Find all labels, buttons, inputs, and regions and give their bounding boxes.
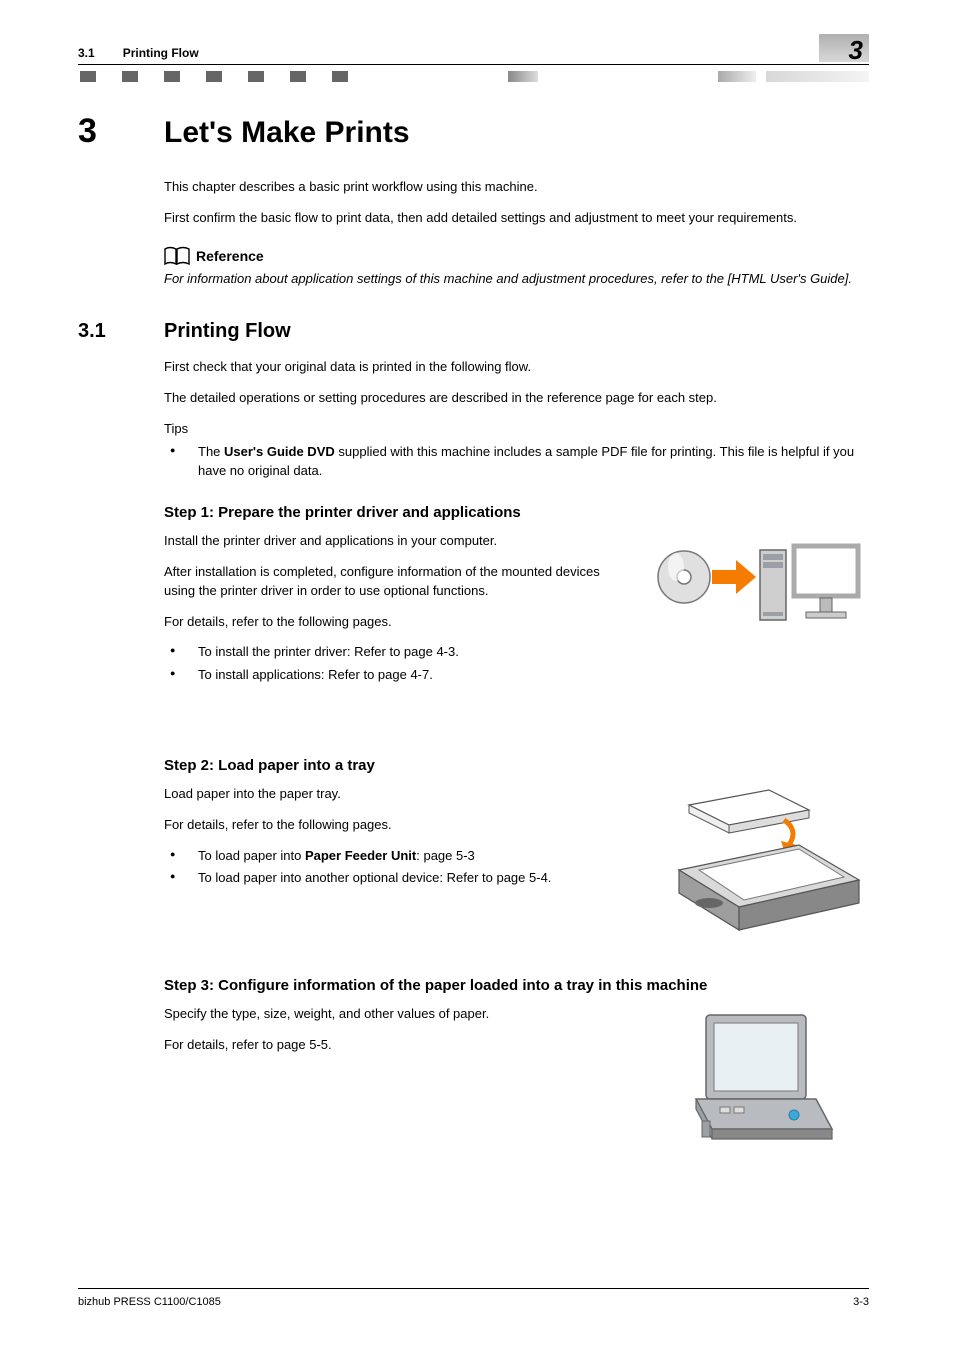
chapter-title: Let's Make Prints [164, 111, 410, 155]
reference-heading: Reference [164, 246, 869, 266]
step1-p1: Install the printer driver and applicati… [164, 532, 625, 551]
footer-model: bizhub PRESS C1100/C1085 [78, 1295, 221, 1311]
step1-title: Step 1: Prepare the printer driver and a… [164, 502, 869, 524]
step3-p1: Specify the type, size, weight, and othe… [164, 1005, 625, 1024]
section-p2: The detailed operations or setting proce… [164, 389, 869, 408]
reference-label: Reference [196, 246, 264, 266]
page-footer: bizhub PRESS C1100/C1085 3-3 [78, 1288, 869, 1311]
step1-p2: After installation is completed, configu… [164, 563, 625, 601]
step1-p3: For details, refer to the following page… [164, 613, 625, 632]
chapter-intro-p2: First confirm the basic flow to print da… [164, 209, 869, 228]
chapter-number: 3 [78, 107, 164, 156]
list-item: To load paper into another optional devi… [164, 869, 625, 888]
chapter-heading: 3 Let's Make Prints [78, 107, 869, 156]
chapter-intro-p1: This chapter describes a basic print wor… [164, 178, 869, 197]
tips-list: The User's Guide DVD supplied with this … [164, 443, 869, 481]
section-number: 3.1 [78, 317, 164, 346]
list-item: To load paper into Paper Feeder Unit: pa… [164, 847, 625, 866]
step2-list: To load paper into Paper Feeder Unit: pa… [164, 847, 625, 889]
section-p1: First check that your original data is p… [164, 358, 869, 377]
step2-p2: For details, refer to the following page… [164, 816, 625, 835]
step3-p2: For details, refer to page 5-5. [164, 1036, 625, 1055]
footer-page-number: 3-3 [853, 1295, 869, 1311]
step3-title: Step 3: Configure information of the pap… [164, 975, 869, 997]
step1-list: To install the printer driver: Refer to … [164, 643, 625, 685]
paper-tray-illustration [649, 785, 869, 935]
computer-install-illustration [649, 532, 869, 695]
tips-label: Tips [164, 420, 869, 439]
chapter-tab: 3 [819, 34, 869, 62]
running-header: 3.1 Printing Flow 3 [78, 38, 869, 65]
section-title: Printing Flow [164, 317, 291, 346]
step2-p1: Load paper into the paper tray. [164, 785, 625, 804]
chapter-tab-number: 3 [849, 32, 863, 70]
header-section-number: 3.1 [78, 45, 95, 62]
section-heading: 3.1 Printing Flow [78, 317, 869, 346]
touch-panel-illustration [649, 1005, 869, 1145]
book-icon [164, 246, 190, 266]
step2-title: Step 2: Load paper into a tray [164, 755, 869, 777]
header-section-title: Printing Flow [123, 45, 819, 62]
list-item: To install applications: Refer to page 4… [164, 666, 625, 685]
decorative-tick-bar [78, 71, 869, 83]
list-item: To install the printer driver: Refer to … [164, 643, 625, 662]
list-item: The User's Guide DVD supplied with this … [164, 443, 869, 481]
reference-text: For information about application settin… [164, 270, 869, 289]
